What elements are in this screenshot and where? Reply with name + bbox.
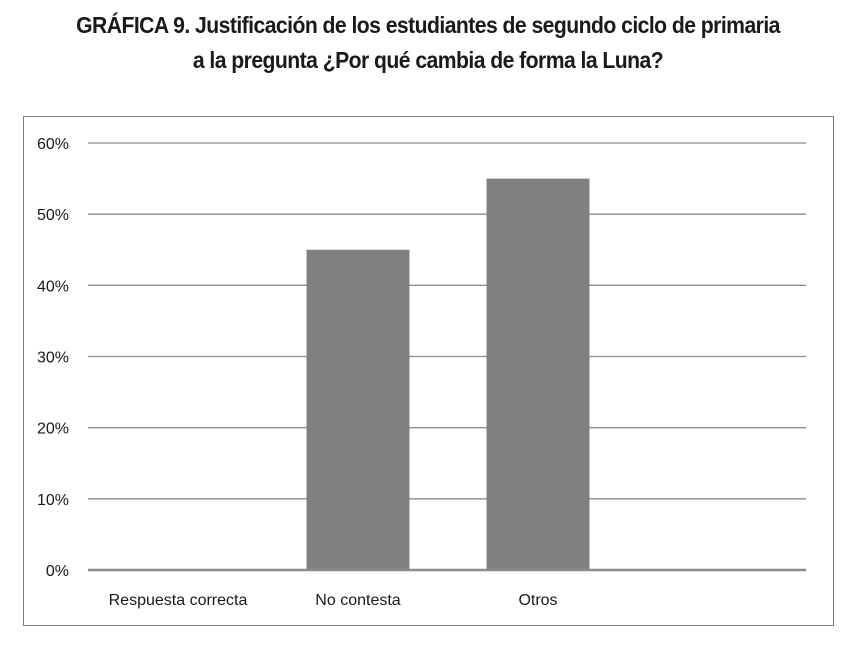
y-tick-label-20: 20% — [37, 421, 69, 438]
y-tick-label-10: 10% — [37, 492, 69, 509]
y-tick-label-50: 50% — [37, 207, 69, 224]
bar-otros — [486, 178, 590, 571]
chart-title-line-1: GRÁFICA 9. Justificación de los estudian… — [34, 8, 822, 43]
y-tick-label-40: 40% — [37, 278, 69, 295]
chart-title-text-1: Justificación de los estudiantes de segu… — [195, 12, 780, 38]
bar-no-contesta — [306, 249, 410, 570]
bars — [306, 178, 590, 571]
y-tick-label-30: 30% — [37, 350, 69, 367]
chart-frame — [23, 116, 834, 626]
gridlines — [88, 142, 806, 500]
x-tick-label-respuesta-correcta: Respuesta correcta — [109, 592, 248, 609]
x-tick-label-no-contesta: No contesta — [315, 592, 400, 609]
y-tick-label-60: 60% — [37, 136, 69, 153]
chart-title-prefix: GRÁFICA 9. — [76, 12, 190, 38]
y-axis-tick-labels: 0% 10% 20% 30% 40% 50% 60% — [37, 136, 69, 580]
x-tick-label-otros: Otros — [518, 592, 557, 609]
x-axis-category-labels: Respuesta correcta No contesta Otros — [109, 592, 558, 609]
y-tick-label-0: 0% — [46, 563, 69, 580]
chart-title-line-2: a la pregunta ¿Por qué cambia de forma l… — [192, 47, 664, 73]
chart-title: GRÁFICA 9. Justificación de los estudian… — [34, 8, 822, 78]
